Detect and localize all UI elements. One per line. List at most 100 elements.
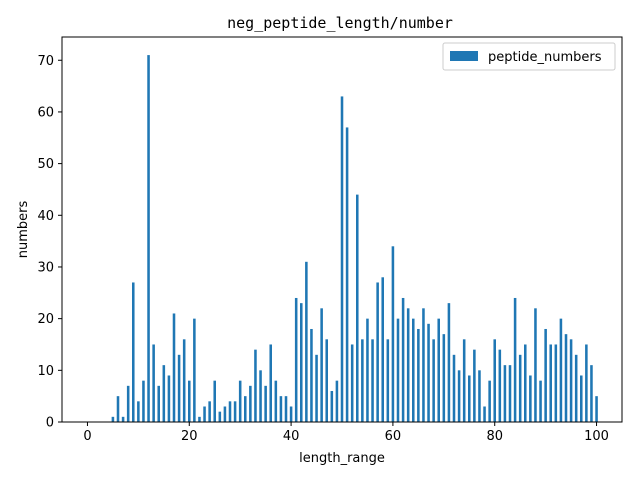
y-tick-label: 70 <box>37 54 54 69</box>
bar-16 <box>167 375 171 422</box>
legend-swatch <box>450 51 478 61</box>
bar-36 <box>269 344 272 422</box>
bar-47 <box>325 339 328 422</box>
y-tick-label: 60 <box>37 105 54 120</box>
bar-20 <box>188 380 191 422</box>
bar-66 <box>422 308 425 422</box>
bar-51 <box>345 127 349 422</box>
bar-46 <box>320 308 323 422</box>
bar-80 <box>493 339 496 422</box>
x-tick-label: 80 <box>486 429 503 444</box>
chart-title: neg_peptide_length/number <box>227 14 453 32</box>
bar-77 <box>478 370 481 422</box>
bar-70 <box>442 334 446 422</box>
bar-68 <box>432 339 435 422</box>
bar-83 <box>508 365 512 422</box>
y-tick-label: 50 <box>37 157 54 172</box>
bar-6 <box>116 396 120 422</box>
y-tick-label: 40 <box>37 209 54 224</box>
bar-14 <box>157 385 160 422</box>
bar-22 <box>198 416 201 422</box>
bar-24 <box>208 401 211 422</box>
bar-69 <box>437 318 440 422</box>
bar-94 <box>564 334 568 422</box>
bar-76 <box>473 349 476 422</box>
bar-29 <box>233 401 237 422</box>
bar-52 <box>350 344 354 422</box>
x-axis-ticks: 0 20 40 60 80 100 <box>83 422 609 444</box>
plot-frame <box>61 36 623 423</box>
bar-54 <box>361 339 364 422</box>
bar-56 <box>371 339 374 422</box>
bar-63 <box>406 308 410 422</box>
bar-34 <box>259 370 262 422</box>
bar-61 <box>396 318 400 422</box>
bar-49 <box>335 380 339 422</box>
bar-39 <box>284 396 288 422</box>
bar-23 <box>203 406 206 422</box>
bar-73 <box>457 370 461 422</box>
bar-19 <box>182 339 186 422</box>
bar-60 <box>391 246 395 422</box>
bar-53 <box>356 194 359 422</box>
bar-8 <box>126 385 130 422</box>
bar-50 <box>340 96 344 423</box>
bar-17 <box>172 313 176 422</box>
bar-78 <box>483 406 486 422</box>
bar-12 <box>147 55 150 423</box>
bar-13 <box>152 344 155 422</box>
bar-98 <box>585 344 588 422</box>
x-tick-label: 20 <box>181 429 198 444</box>
bar-43 <box>305 261 308 422</box>
bar-31 <box>244 396 247 422</box>
bar-79 <box>488 380 491 422</box>
bar-64 <box>412 318 415 422</box>
bar-21 <box>193 318 196 422</box>
bar-82 <box>503 365 507 422</box>
bar-91 <box>549 344 552 422</box>
legend: peptide_numbers <box>442 42 616 71</box>
y-tick-label: 30 <box>37 260 54 275</box>
bar-99 <box>590 365 593 422</box>
legend-frame <box>442 42 616 71</box>
bar-32 <box>249 385 252 422</box>
bar-7 <box>121 416 125 422</box>
bar-92 <box>554 344 558 422</box>
bar-96 <box>574 354 578 422</box>
bar-75 <box>468 375 471 422</box>
y-tick-label: 0 <box>46 416 54 431</box>
bar-10 <box>137 401 140 422</box>
bar-35 <box>264 385 267 422</box>
bar-93 <box>559 318 563 422</box>
bar-71 <box>447 303 451 422</box>
bar-28 <box>228 401 232 422</box>
bar-67 <box>427 323 430 422</box>
bar-59 <box>386 339 390 422</box>
bar-33 <box>254 349 257 422</box>
bar-58 <box>381 277 384 422</box>
bar-25 <box>213 380 216 422</box>
x-axis-label: length_range <box>299 451 385 466</box>
bar-15 <box>162 365 166 422</box>
bar-89 <box>539 380 542 422</box>
x-tick-label: 40 <box>283 429 300 444</box>
y-tick-label: 20 <box>37 312 54 327</box>
bar-74 <box>462 339 466 422</box>
bar-26 <box>218 411 222 422</box>
bar-55 <box>366 318 369 422</box>
y-tick-label: 10 <box>37 364 54 379</box>
bar-88 <box>534 308 537 422</box>
bar-90 <box>544 328 547 422</box>
bar-57 <box>376 282 379 422</box>
bar-37 <box>274 380 278 422</box>
bar-11 <box>142 380 145 422</box>
bar-30 <box>238 380 242 422</box>
x-tick-label: 100 <box>584 429 609 444</box>
bar-97 <box>580 375 583 422</box>
bar-84 <box>513 297 517 422</box>
bar-62 <box>401 297 405 422</box>
bar-86 <box>524 344 527 422</box>
bar-100 <box>595 396 598 422</box>
bar-27 <box>223 406 227 422</box>
